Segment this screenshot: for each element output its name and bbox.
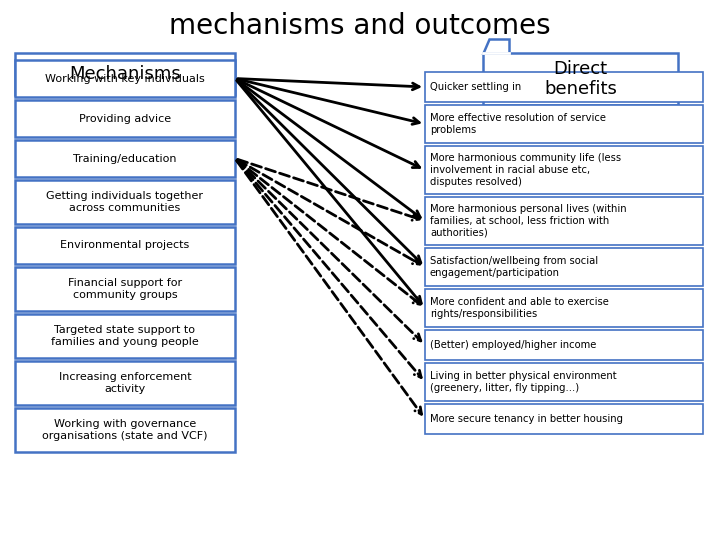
Text: Providing advice: Providing advice [79, 113, 171, 124]
Text: Quicker settling in: Quicker settling in [430, 82, 521, 92]
Text: (Better) employed/higher income: (Better) employed/higher income [430, 340, 596, 350]
FancyBboxPatch shape [425, 197, 703, 245]
FancyBboxPatch shape [425, 248, 703, 286]
Text: Targeted state support to
families and young people: Targeted state support to families and y… [51, 325, 199, 347]
FancyBboxPatch shape [15, 408, 235, 452]
FancyBboxPatch shape [425, 404, 703, 434]
Text: mechanisms and outcomes: mechanisms and outcomes [169, 12, 551, 40]
Text: Direct
benefits: Direct benefits [544, 59, 617, 98]
Text: Working with key individuals: Working with key individuals [45, 73, 205, 84]
Text: Getting individuals together
across communities: Getting individuals together across comm… [47, 191, 204, 213]
FancyBboxPatch shape [15, 53, 235, 95]
FancyBboxPatch shape [425, 363, 703, 401]
FancyBboxPatch shape [425, 330, 703, 360]
FancyBboxPatch shape [425, 289, 703, 327]
Text: More secure tenancy in better housing: More secure tenancy in better housing [430, 414, 623, 424]
FancyBboxPatch shape [483, 53, 678, 105]
FancyBboxPatch shape [15, 180, 235, 224]
FancyBboxPatch shape [425, 72, 703, 102]
FancyBboxPatch shape [15, 227, 235, 264]
FancyBboxPatch shape [425, 105, 703, 143]
Text: More harmonious community life (less
involvement in racial abuse etc,
disputes r: More harmonious community life (less inv… [430, 153, 621, 187]
FancyBboxPatch shape [15, 60, 235, 97]
FancyBboxPatch shape [15, 140, 235, 177]
Text: Increasing enforcement
activity: Increasing enforcement activity [59, 372, 192, 394]
Text: Satisfaction/wellbeing from social
engagement/participation: Satisfaction/wellbeing from social engag… [430, 256, 598, 278]
FancyBboxPatch shape [15, 314, 235, 358]
Text: Living in better physical environment
(greenery, litter, fly tipping...): Living in better physical environment (g… [430, 371, 616, 393]
FancyBboxPatch shape [15, 267, 235, 311]
Text: Environmental projects: Environmental projects [60, 240, 189, 251]
Text: Mechanisms: Mechanisms [69, 65, 181, 83]
Polygon shape [483, 39, 509, 53]
Text: Financial support for
community groups: Financial support for community groups [68, 278, 182, 300]
Text: More confident and able to exercise
rights/responsibilities: More confident and able to exercise righ… [430, 297, 609, 319]
Text: Working with governance
organisations (state and VCF): Working with governance organisations (s… [42, 419, 208, 441]
Text: More harmonious personal lives (within
families, at school, less friction with
a: More harmonious personal lives (within f… [430, 205, 626, 238]
FancyBboxPatch shape [15, 361, 235, 405]
FancyBboxPatch shape [15, 100, 235, 137]
FancyBboxPatch shape [425, 146, 703, 194]
Text: Training/education: Training/education [73, 153, 176, 164]
Text: More effective resolution of service
problems: More effective resolution of service pro… [430, 113, 606, 135]
